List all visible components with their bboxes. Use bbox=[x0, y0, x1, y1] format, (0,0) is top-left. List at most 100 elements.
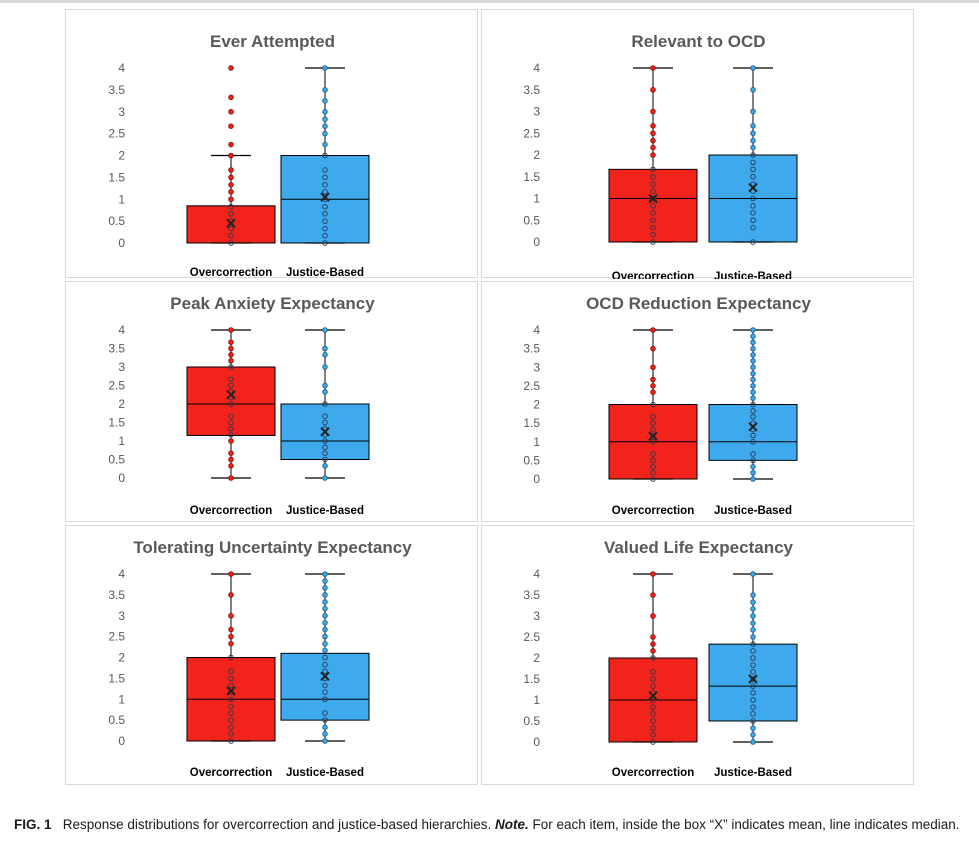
y-tick-label: 4 bbox=[118, 323, 125, 337]
data-point bbox=[750, 690, 756, 696]
data-point bbox=[750, 463, 756, 470]
box-body bbox=[708, 643, 798, 722]
chart-panel: Peak Anxiety Expectancy 0 0.5 1 1.5 2 2.5 3 3.5 4… bbox=[65, 281, 478, 522]
data-point bbox=[650, 376, 656, 383]
chart-svg: Tolerating Uncertainty Expectancy 0 0.5 1 1.… bbox=[108, 538, 412, 779]
data-point bbox=[228, 203, 234, 210]
data-point bbox=[228, 592, 234, 598]
data-point bbox=[228, 345, 234, 352]
data-point bbox=[650, 217, 656, 223]
data-point bbox=[750, 333, 756, 340]
chart-panel: Tolerating Uncertainty Expectancy 0 0.5 1 1.… bbox=[65, 525, 478, 785]
data-point bbox=[750, 451, 756, 457]
data-point bbox=[650, 676, 656, 682]
y-tick-label: 4 bbox=[533, 61, 540, 75]
y-tick-label: 1 bbox=[533, 693, 540, 707]
data-point bbox=[228, 364, 234, 370]
box-body bbox=[280, 652, 370, 721]
data-point bbox=[750, 86, 756, 93]
x-category-label: Justice-Based bbox=[714, 505, 792, 517]
data-point bbox=[228, 463, 234, 469]
data-point bbox=[750, 358, 756, 364]
data-point bbox=[228, 668, 234, 675]
data-point bbox=[650, 469, 656, 476]
mean-marker bbox=[226, 218, 236, 229]
data-point bbox=[322, 605, 328, 612]
data-point bbox=[750, 476, 756, 482]
chart-title: Valued Life Expectancy bbox=[604, 538, 794, 557]
data-point bbox=[322, 152, 328, 159]
data-point bbox=[750, 641, 756, 647]
data-point bbox=[322, 419, 328, 426]
box-series-justice-based bbox=[708, 65, 798, 245]
x-category-label: Justice-Based bbox=[714, 767, 792, 779]
y-tick-label: 3 bbox=[118, 609, 125, 623]
data-point bbox=[322, 240, 328, 246]
data-point bbox=[750, 613, 756, 619]
data-point bbox=[322, 578, 328, 584]
data-point bbox=[650, 224, 656, 231]
chart-title: OCD Reduction Expectancy bbox=[586, 294, 811, 313]
y-tick-label: 1 bbox=[533, 192, 540, 206]
data-point bbox=[750, 739, 756, 745]
data-point bbox=[322, 364, 328, 370]
data-point bbox=[650, 704, 656, 710]
figure-caption: FIG. 1 Response distributions for overco… bbox=[14, 814, 974, 835]
data-point bbox=[228, 682, 234, 689]
box-series-justice-based bbox=[280, 65, 370, 246]
data-point bbox=[750, 159, 756, 166]
data-point bbox=[322, 87, 328, 93]
y-tick-label: 2 bbox=[118, 651, 125, 665]
y-tick-label: 1 bbox=[118, 192, 125, 206]
data-point bbox=[322, 612, 328, 619]
data-point bbox=[322, 182, 328, 188]
chart-svg: Relevant to OCD 0 0.5 1 1.5 2 2.5 3 3.5 4 Overcorr… bbox=[523, 32, 798, 279]
data-point bbox=[750, 123, 756, 129]
y-tick-label: 4 bbox=[118, 567, 125, 581]
mean-marker bbox=[748, 422, 758, 432]
data-point bbox=[650, 718, 656, 724]
y-tick-label: 3 bbox=[118, 360, 125, 374]
y-tick-label: 1 bbox=[118, 692, 125, 706]
chart-panel: Ever Attempted 0 0.5 1 1.5 2 2.5 3 3.5 4 Overcorre… bbox=[65, 9, 478, 279]
data-point bbox=[322, 654, 328, 661]
box-body bbox=[608, 168, 698, 243]
data-point bbox=[650, 130, 656, 136]
data-point bbox=[750, 457, 756, 464]
data-point bbox=[322, 413, 328, 419]
y-tick-label: 0 bbox=[118, 236, 125, 250]
data-point bbox=[228, 717, 234, 723]
data-point bbox=[750, 711, 756, 717]
data-point bbox=[228, 438, 234, 444]
data-point bbox=[322, 203, 328, 210]
data-point bbox=[228, 94, 234, 101]
data-point bbox=[228, 626, 234, 633]
data-point bbox=[750, 662, 756, 668]
data-point bbox=[750, 173, 756, 180]
mean-marker bbox=[320, 427, 330, 437]
y-tick-label: 1.5 bbox=[108, 671, 125, 685]
y-tick-label: 1.5 bbox=[523, 416, 540, 430]
y-tick-label: 3.5 bbox=[523, 588, 540, 602]
mean-marker bbox=[320, 192, 330, 202]
y-tick-label: 0.5 bbox=[523, 453, 540, 467]
data-point bbox=[228, 382, 234, 389]
data-point bbox=[228, 640, 234, 647]
data-point bbox=[650, 725, 656, 731]
data-point bbox=[228, 724, 234, 730]
data-point bbox=[750, 130, 756, 136]
y-tick-label: 2 bbox=[118, 397, 125, 411]
data-point bbox=[750, 152, 756, 158]
data-point bbox=[228, 65, 234, 71]
data-point bbox=[228, 475, 234, 481]
chart-svg: Peak Anxiety Expectancy 0 0.5 1 1.5 2 2.5 3 3.5 4… bbox=[108, 294, 375, 517]
y-tick-label: 3 bbox=[533, 360, 540, 374]
data-point bbox=[650, 166, 656, 173]
data-point bbox=[750, 137, 756, 144]
y-tick-label: 2.5 bbox=[523, 630, 540, 644]
data-point bbox=[650, 152, 656, 158]
data-point bbox=[650, 401, 656, 408]
y-tick-label: 1 bbox=[533, 435, 540, 449]
data-point bbox=[228, 376, 234, 382]
data-point bbox=[750, 627, 756, 633]
